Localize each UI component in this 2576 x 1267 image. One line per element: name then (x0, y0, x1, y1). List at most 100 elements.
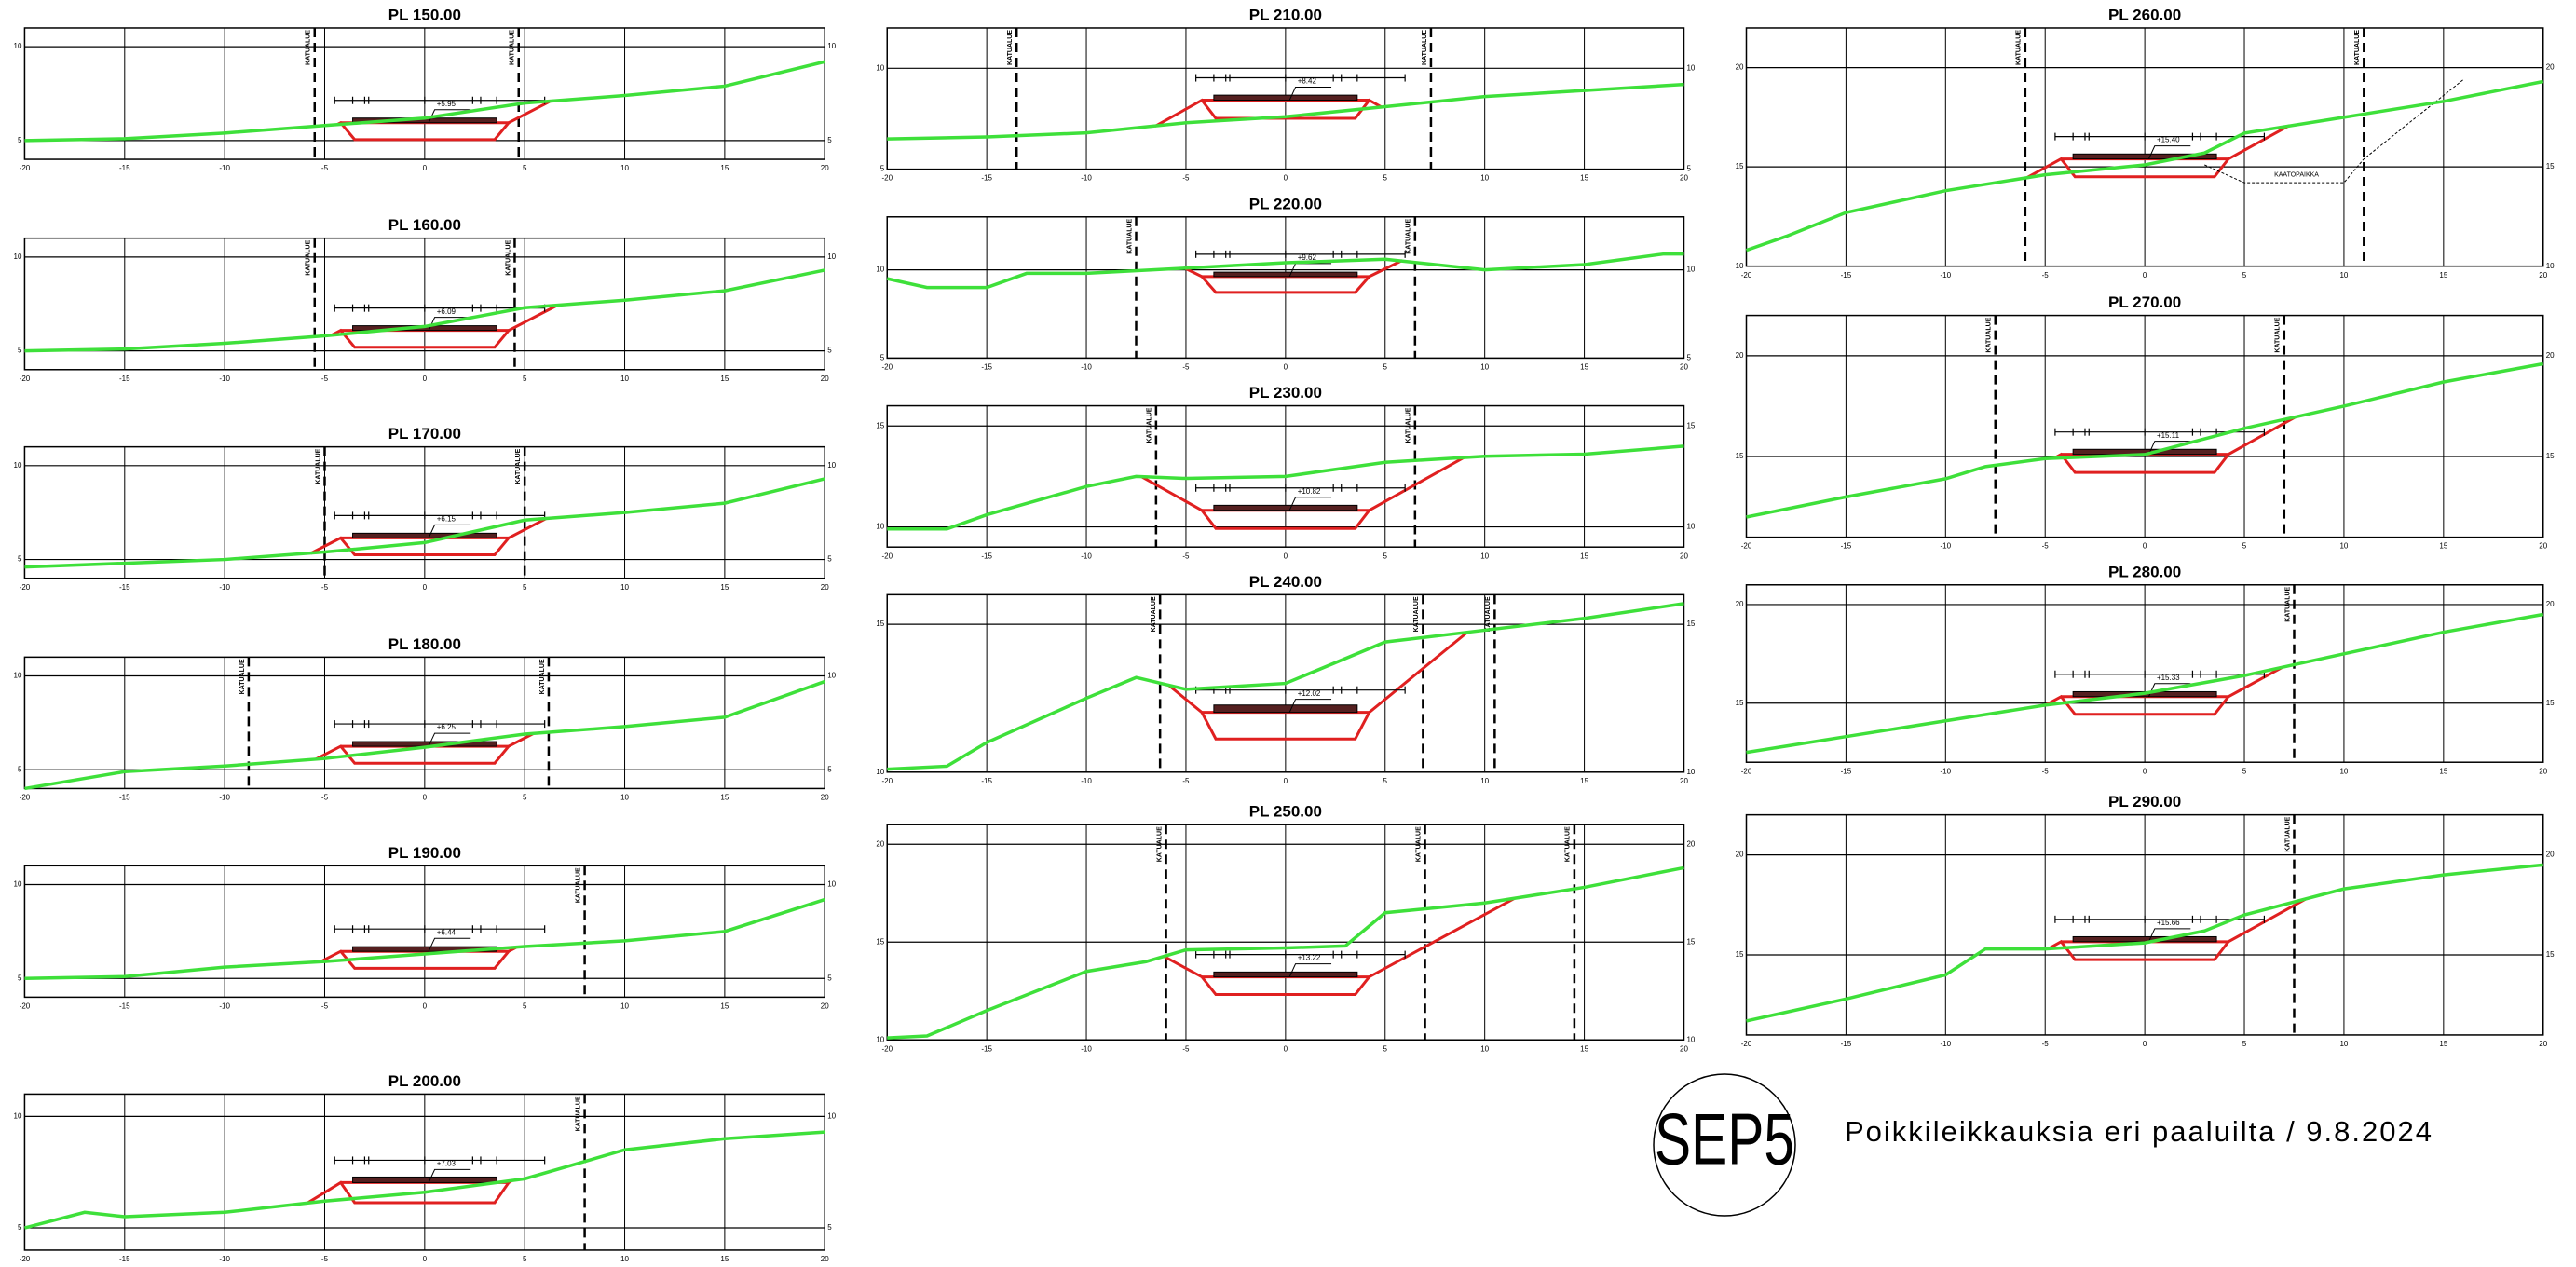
y-tick-label: 5 (827, 555, 832, 564)
x-tick-label: 0 (423, 1001, 428, 1010)
x-tick-label: 20 (821, 794, 829, 802)
x-tick-label: -10 (219, 1255, 230, 1263)
boundary-label: KATUALUE (306, 30, 312, 65)
boundary-label: KATUALUE (1986, 317, 1993, 352)
y-tick-label: 15 (1736, 452, 1744, 460)
y-tick-label: 10 (827, 1111, 836, 1120)
pavement (1214, 95, 1357, 100)
boundary-label: KATUALUE (575, 867, 581, 903)
x-tick-label: 15 (1580, 363, 1588, 372)
y-tick-label: 10 (827, 42, 836, 50)
x-tick-label: 15 (720, 1001, 729, 1010)
x-tick-label: -5 (321, 583, 329, 592)
x-tick-label: 10 (2339, 767, 2348, 775)
y-tick-label: 10 (876, 1035, 884, 1043)
y-tick-label: 5 (880, 165, 885, 173)
x-tick-label: 5 (1383, 363, 1388, 372)
pavement (1214, 972, 1357, 976)
level-label: +15.40 (2157, 136, 2180, 144)
pavement (1214, 272, 1357, 277)
x-tick-label: 0 (1284, 363, 1288, 372)
x-tick-label: -5 (1182, 363, 1190, 372)
x-tick-label: 5 (1383, 174, 1388, 183)
x-tick-label: -5 (1182, 1044, 1190, 1053)
y-tick-label: 10 (876, 266, 884, 274)
section-title: PL 220.00 (1249, 195, 1322, 212)
y-tick-label: 20 (2546, 600, 2555, 608)
level-label: +6.15 (437, 514, 457, 523)
x-tick-label: 20 (1680, 777, 1688, 785)
y-tick-label: 5 (827, 1223, 832, 1232)
boundary-label: KATUALUE (1147, 407, 1153, 443)
x-tick-label: -15 (119, 794, 130, 802)
y-tick-label: 20 (1736, 351, 1744, 360)
x-tick-label: 5 (523, 164, 527, 172)
x-tick-label: -10 (219, 164, 230, 172)
level-label: +6.09 (437, 307, 457, 316)
y-tick-label: 10 (827, 672, 836, 680)
x-tick-label: 10 (2339, 271, 2348, 279)
y-tick-label: 20 (2546, 851, 2555, 859)
y-tick-label: 10 (14, 1111, 22, 1120)
x-tick-label: 10 (620, 794, 629, 802)
x-tick-label: -5 (1182, 552, 1190, 560)
x-tick-label: -10 (219, 1001, 230, 1010)
x-tick-label: 5 (1383, 552, 1388, 560)
caption: Poikkileikkauksia eri paaluilta / 9.8.20… (1845, 1115, 2433, 1148)
y-tick-label: 5 (880, 354, 885, 362)
x-tick-label: -15 (1841, 767, 1852, 775)
x-tick-label: -10 (1941, 271, 1952, 279)
x-tick-label: -20 (881, 363, 893, 372)
x-tick-label: -20 (1741, 767, 1752, 775)
boundary-label: KATUALUE (1413, 596, 1420, 632)
x-tick-label: -20 (881, 552, 893, 560)
x-tick-label: 20 (2539, 271, 2547, 279)
y-tick-label: 10 (1686, 266, 1695, 274)
x-tick-label: -20 (881, 777, 893, 785)
x-tick-label: 15 (720, 794, 729, 802)
x-tick-label: -10 (219, 794, 230, 802)
x-tick-label: -5 (2042, 271, 2050, 279)
boundary-label: KATUALUE (306, 239, 312, 275)
x-tick-label: 10 (1480, 1044, 1489, 1053)
x-tick-label: -15 (981, 552, 992, 560)
x-tick-label: 10 (2339, 1040, 2348, 1048)
x-tick-label: -15 (1841, 1040, 1852, 1048)
x-tick-label: 20 (1680, 363, 1688, 372)
x-tick-label: 10 (2339, 542, 2348, 551)
y-tick-label: 10 (14, 42, 22, 50)
x-tick-label: 15 (1580, 1044, 1588, 1053)
x-tick-label: -5 (321, 794, 329, 802)
boundary-label: KATUALUE (515, 448, 522, 484)
level-label: +5.95 (437, 100, 457, 108)
section-title: PL 240.00 (1249, 573, 1322, 591)
y-tick-label: 5 (18, 974, 22, 982)
x-tick-label: -20 (1741, 542, 1752, 551)
x-tick-label: -5 (1182, 174, 1190, 183)
x-tick-label: -15 (1841, 271, 1852, 279)
level-label: +6.44 (437, 928, 457, 936)
pavement (2073, 936, 2216, 941)
boundary-label: KATUALUE (505, 239, 511, 275)
x-tick-label: -10 (1941, 767, 1952, 775)
y-tick-label: 5 (827, 765, 832, 773)
x-tick-label: 20 (821, 1255, 829, 1263)
x-tick-label: 20 (2539, 542, 2547, 551)
x-tick-label: -5 (321, 164, 329, 172)
y-tick-label: 10 (14, 880, 22, 889)
y-tick-label: 20 (1736, 600, 1744, 608)
boundary-label: KATUALUE (1565, 826, 1572, 862)
y-tick-label: 10 (14, 252, 22, 261)
section-title: PL 150.00 (388, 6, 461, 23)
y-tick-label: 5 (827, 136, 832, 144)
x-tick-label: -10 (1081, 363, 1092, 372)
x-tick-label: -10 (219, 583, 230, 592)
x-tick-label: 10 (1480, 552, 1489, 560)
boundary-label: KATUALUE (2275, 317, 2282, 352)
x-tick-label: -20 (1741, 1040, 1752, 1048)
x-tick-label: 5 (523, 375, 527, 383)
x-tick-label: -20 (1741, 271, 1752, 279)
y-tick-label: 10 (1686, 523, 1695, 531)
x-tick-label: 10 (620, 164, 629, 172)
y-tick-label: 10 (876, 63, 884, 72)
